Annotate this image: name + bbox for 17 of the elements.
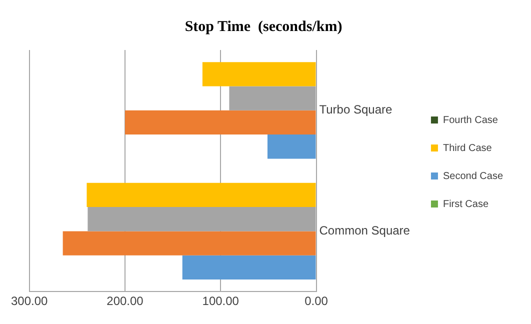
bar <box>62 231 316 256</box>
bar <box>267 134 316 159</box>
legend-label: Second Case <box>442 170 504 182</box>
bar <box>124 110 316 135</box>
legend-label: First Case <box>442 198 489 210</box>
x-tick-label: 100.00 <box>202 294 240 308</box>
legend-label: Third Case <box>442 142 492 154</box>
x-tick-label: 0.00 <box>304 294 328 308</box>
bar <box>182 255 316 280</box>
chart-title: Stop Time (seconds/km) <box>184 18 342 35</box>
y-tick-label: Common Square <box>319 224 410 238</box>
x-tick-label: 200.00 <box>106 294 144 308</box>
y-tick-label: Turbo Square <box>319 102 393 117</box>
bar <box>86 182 316 208</box>
x-tick-label: 300.00 <box>11 294 48 308</box>
bar <box>202 62 316 86</box>
legend-label: Fourth Case <box>442 114 498 126</box>
